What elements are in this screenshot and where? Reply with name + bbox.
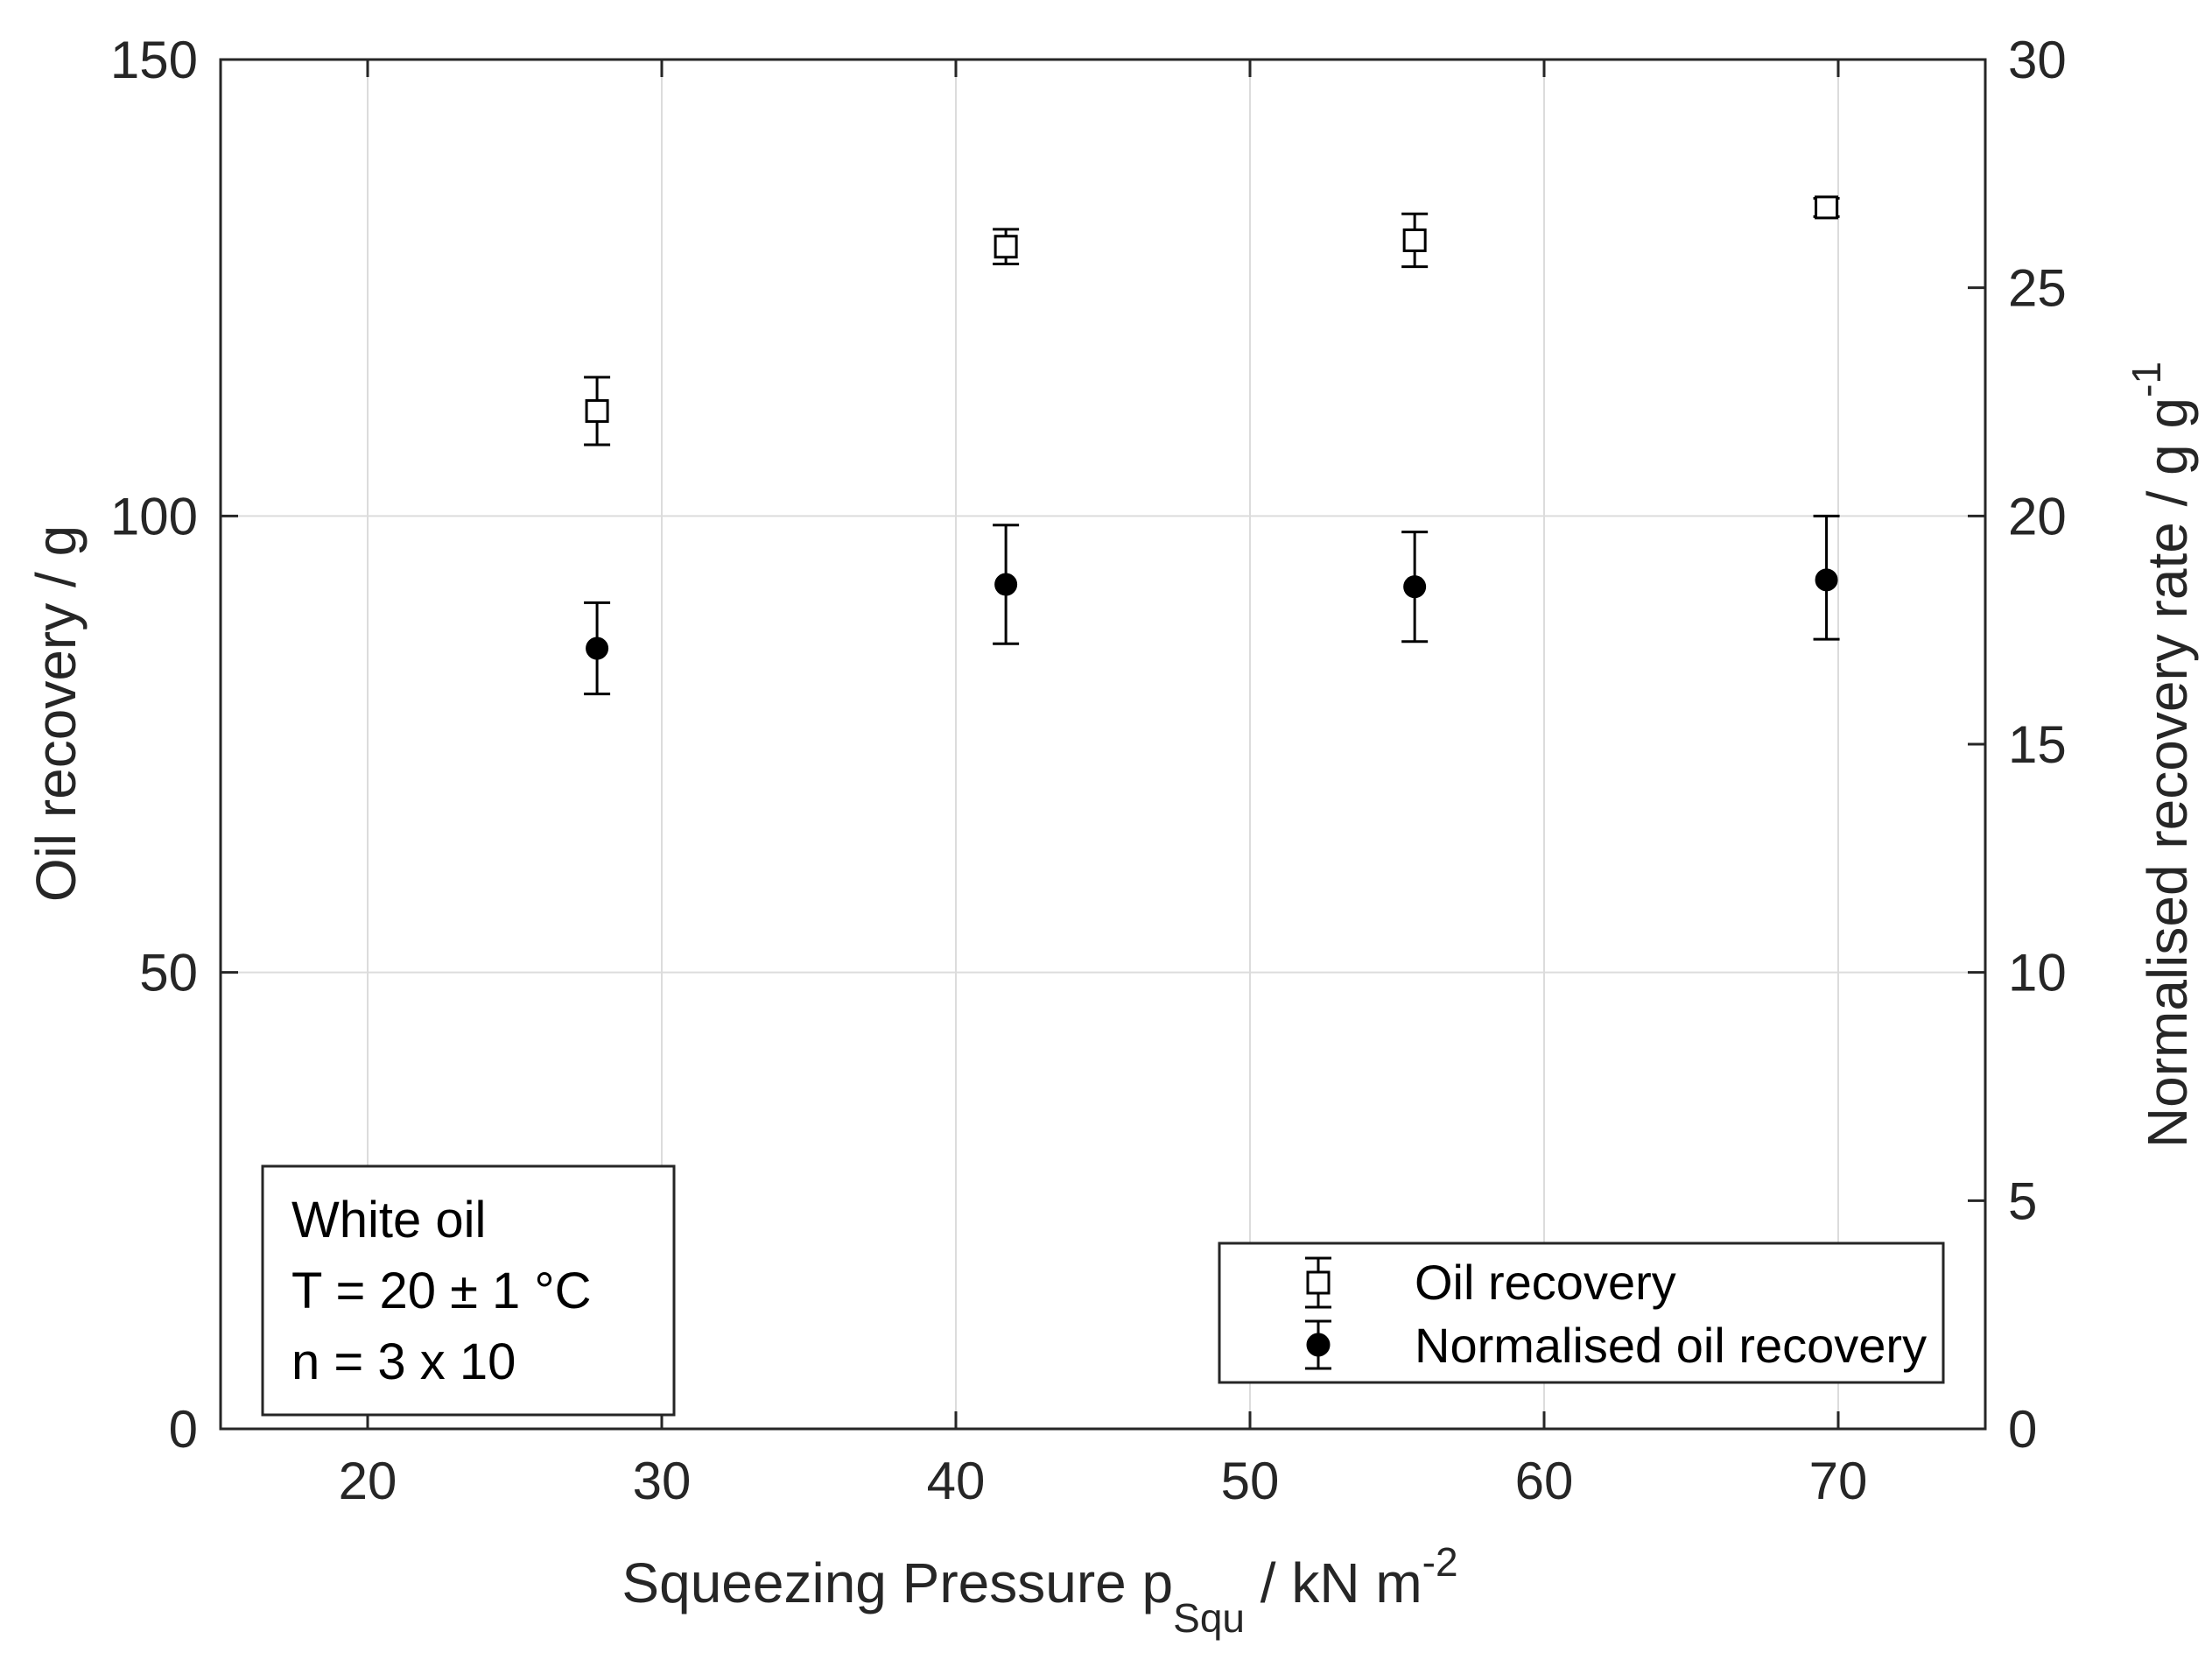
y-axis-label-left: Oil recovery / g xyxy=(25,525,88,902)
y-right-tick-label: 0 xyxy=(2008,1400,2037,1459)
annotation-frame xyxy=(261,1164,676,1417)
legend-label-oil-recovery: Oil recovery xyxy=(1415,1255,1676,1310)
y-right-tick-label: 20 xyxy=(2008,487,2067,545)
data-point-oil-recovery xyxy=(585,398,609,423)
data-point-normalised xyxy=(1403,575,1427,599)
y-right-tick-label: 30 xyxy=(2008,31,2067,89)
x-tick-label: 50 xyxy=(1221,1452,1280,1510)
x-tick-label: 60 xyxy=(1515,1452,1574,1510)
y-left-tick-label: 50 xyxy=(139,944,198,1002)
x-tick-label: 20 xyxy=(339,1452,397,1510)
annotation-line-2: T = 20 ± 1 °C xyxy=(291,1263,592,1319)
x-tick-label: 70 xyxy=(1809,1452,1868,1510)
data-point-oil-recovery xyxy=(1815,195,1839,220)
y-left-tick-label: 100 xyxy=(110,487,198,545)
y-right-tick-label: 10 xyxy=(2008,944,2067,1002)
x-tick-label: 30 xyxy=(633,1452,692,1510)
x-tick-label: 40 xyxy=(927,1452,986,1510)
data-point-normalised xyxy=(1815,568,1838,592)
legend-label-normalised: Normalised oil recovery xyxy=(1415,1318,1927,1373)
data-marks xyxy=(584,195,1840,696)
legend: Oil recovery Normalised oil recovery xyxy=(1218,1241,1945,1384)
data-point-oil-recovery xyxy=(1402,228,1427,252)
x-axis-label: Squeezing Pressure pSqu / kN m-2 xyxy=(621,1539,1457,1641)
annotation-line-3: n = 3 x 10 xyxy=(291,1333,516,1390)
data-point-oil-recovery xyxy=(994,235,1018,259)
legend-marker-normalised xyxy=(1305,1319,1331,1370)
data-point-normalised xyxy=(994,573,1018,596)
y-left-tick-label: 0 xyxy=(169,1400,198,1459)
annotation-box: White oil T = 20 ± 1 °C n = 3 x 10 xyxy=(261,1164,676,1417)
legend-frame xyxy=(1218,1241,1945,1384)
ticks: 20 30 40 50 60 70 0 50 100 150 0 5 10 15 20 25 30 xyxy=(110,31,2067,1510)
y-right-tick-label: 5 xyxy=(2008,1171,2037,1230)
y-axis-label-right: Normalised recovery rate / g g-1 xyxy=(2124,362,2199,1148)
y-right-tick-label: 25 xyxy=(2008,259,2067,318)
data-point-normalised xyxy=(586,637,609,660)
annotation-line-1: White oil xyxy=(291,1192,486,1249)
y-left-tick-label: 150 xyxy=(110,31,198,89)
legend-marker-oil-recovery xyxy=(1305,1256,1331,1309)
y-right-tick-label: 15 xyxy=(2008,715,2067,774)
